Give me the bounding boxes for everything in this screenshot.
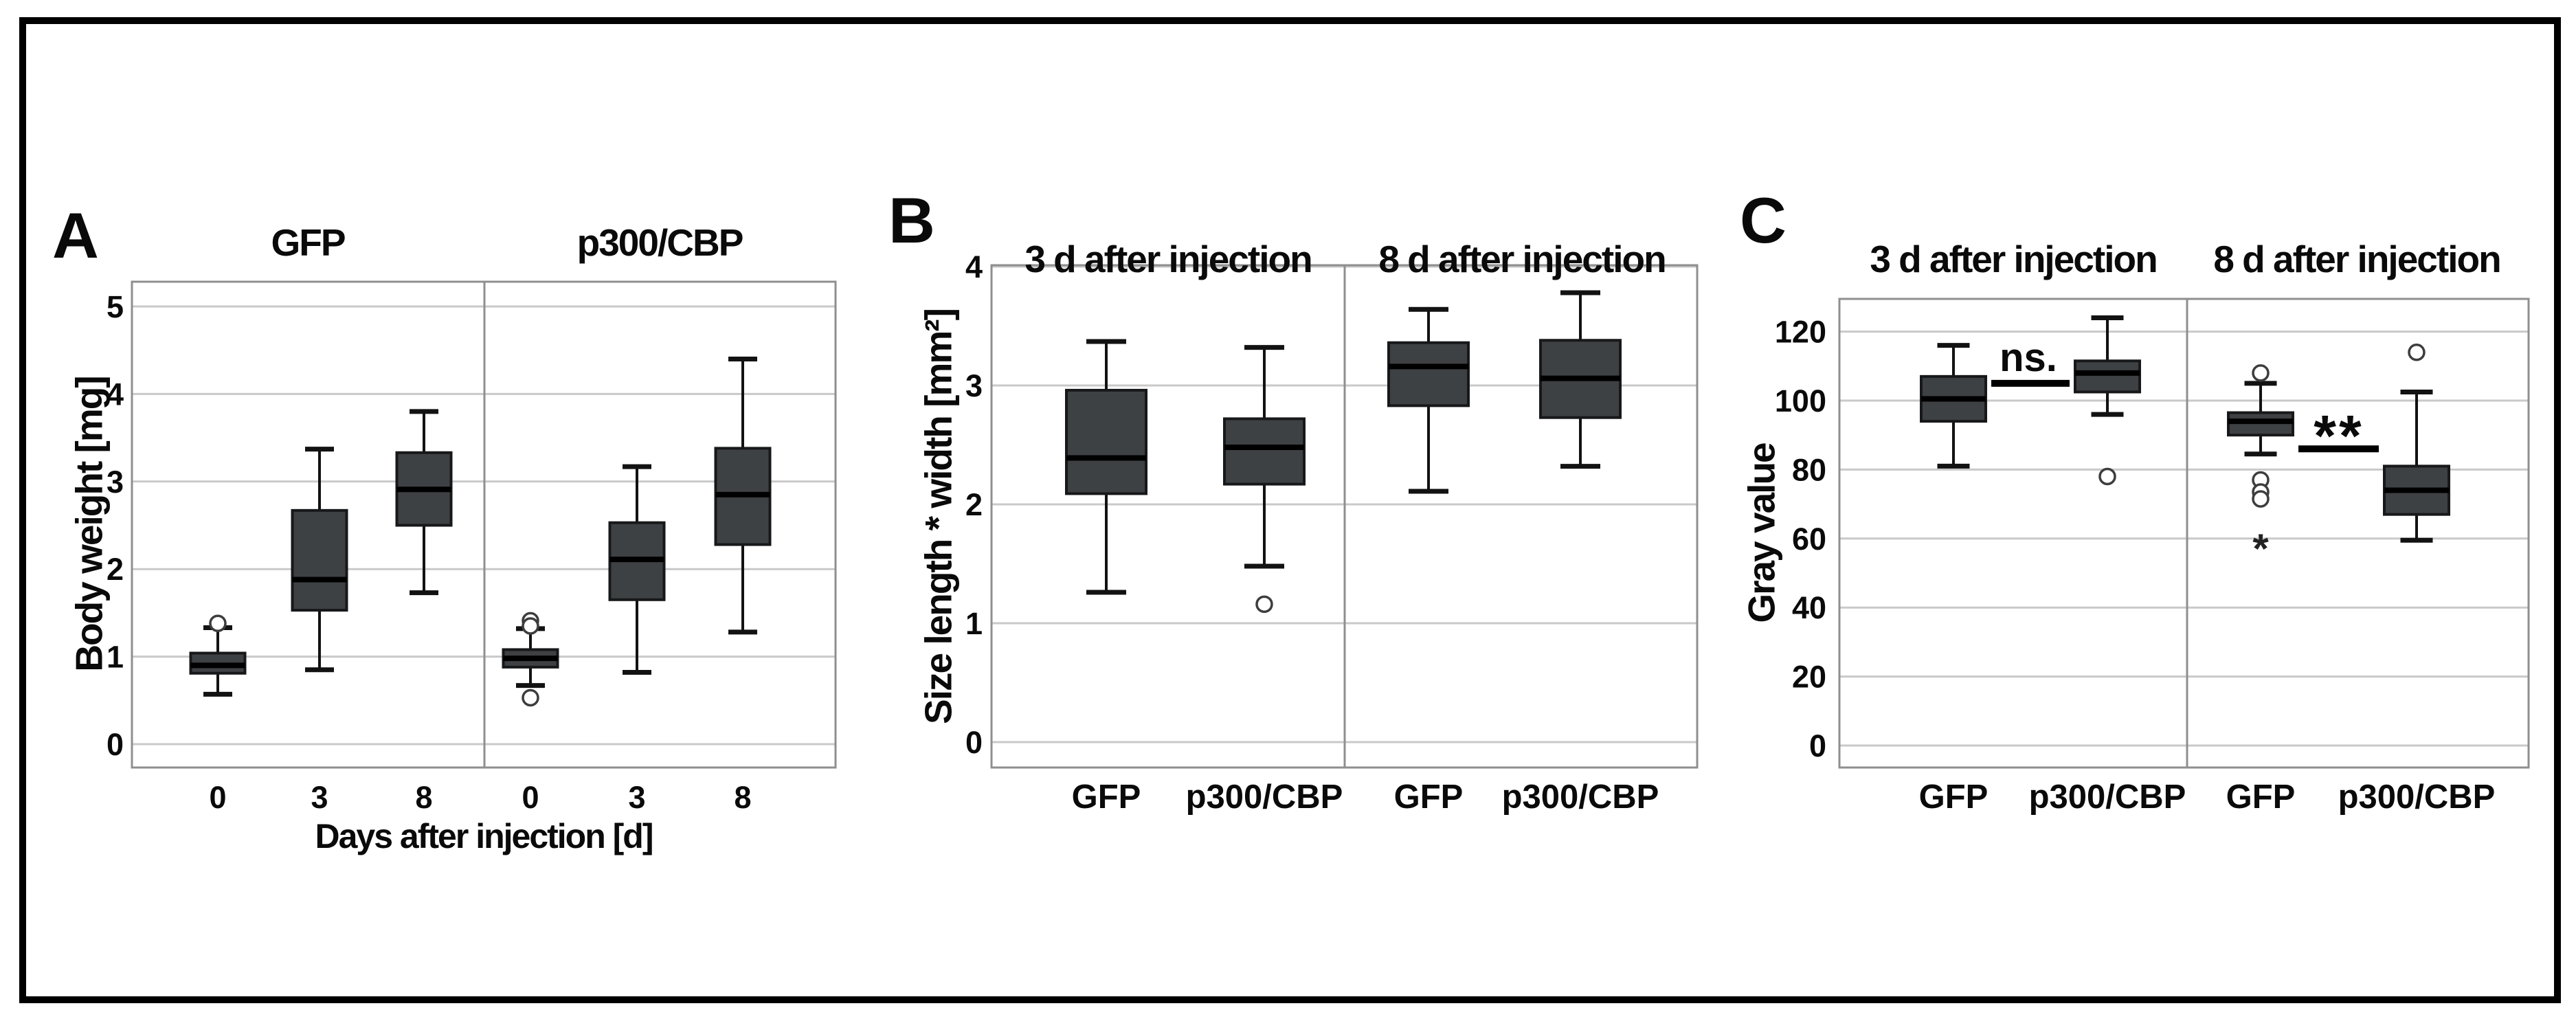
x-tick-label: p300/CBP xyxy=(1502,779,1659,816)
panel-a: 0 1 2 3 4 5 0 3 8 0 3 8 xyxy=(107,280,837,815)
y-tick-label: 20 xyxy=(1792,660,1826,695)
x-tick-label: GFP xyxy=(1072,779,1141,816)
y-tick-label: 0 xyxy=(107,727,124,762)
panel-c: 0 20 40 60 80 100 120 GFP p300/CBP * GFP p300/CBP xyxy=(1775,298,2530,816)
y-tick-label: 60 xyxy=(1792,522,1826,557)
y-tick-label: 120 xyxy=(1775,315,1826,350)
outlier-marker xyxy=(2252,364,2270,382)
panel-c-group-title-3d: 3 d after injection xyxy=(1870,238,2158,280)
extreme-outlier-marker: * xyxy=(2252,526,2269,572)
x-tick-label: 3 xyxy=(311,780,328,815)
x-tick-label: 3 xyxy=(628,780,645,815)
y-tick-label: 4 xyxy=(107,377,124,412)
x-tick-label: GFP xyxy=(1394,779,1464,816)
box xyxy=(2074,359,2141,394)
outlier-marker xyxy=(522,688,539,707)
y-tick-label: 2 xyxy=(965,487,983,522)
y-tick-label: 0 xyxy=(965,725,983,760)
outlier-marker xyxy=(522,617,539,635)
outlier-marker xyxy=(209,614,227,632)
figure-border xyxy=(19,17,2561,1003)
box xyxy=(1065,388,1147,495)
y-tick-label: 2 xyxy=(107,552,124,587)
axis-frame xyxy=(1838,298,2530,769)
y-tick-label: 1 xyxy=(965,606,983,641)
x-tick-label: GFP xyxy=(1919,779,1989,816)
x-tick-label: p300/CBP xyxy=(1186,779,1343,816)
x-tick-label: p300/CBP xyxy=(2338,779,2496,816)
y-tick-label: 40 xyxy=(1792,590,1826,625)
panel-a-group-title-gfp: GFP xyxy=(271,221,346,264)
box xyxy=(1223,417,1306,486)
y-tick-label: 100 xyxy=(1775,383,1826,418)
panel-a-label: A xyxy=(52,199,99,271)
outlier-marker xyxy=(2408,343,2426,361)
y-tick-label: 4 xyxy=(965,249,983,284)
y-tick-label: 3 xyxy=(107,464,124,500)
x-tick-label: 0 xyxy=(209,780,226,815)
y-tick-label: 1 xyxy=(107,640,124,675)
panel-b: 0 1 2 3 4 GFP p300/CBP GFP p300/CBP xyxy=(965,249,1699,816)
panel-a-x-axis-title: Days after injection [d] xyxy=(315,817,654,855)
x-tick-label: p300/CBP xyxy=(2029,779,2186,816)
panel-a-group-title-p300cbp: p300/CBP xyxy=(576,221,744,264)
x-tick-label: 0 xyxy=(522,780,539,815)
box xyxy=(291,508,348,612)
panel-b-label: B xyxy=(888,184,935,256)
panel-b-group-title-3d: 3 d after injection xyxy=(1024,238,1312,280)
panel-c-y-axis-title: Gray value xyxy=(1740,443,1783,623)
y-tick-label: 3 xyxy=(965,368,983,403)
outlier-marker xyxy=(1255,595,1273,614)
y-tick-label: 80 xyxy=(1792,452,1826,487)
panel-b-group-title-8d: 8 d after injection xyxy=(1378,238,1666,280)
box xyxy=(1387,341,1470,407)
panel-c-label: C xyxy=(1740,184,1787,256)
ns-significance-label: ns. xyxy=(2000,335,2057,380)
outlier-marker xyxy=(2252,490,2270,508)
double-asterisk-significance-label: ** xyxy=(2314,403,2364,468)
y-tick-label: 0 xyxy=(1809,728,1826,763)
panel-c-group-title-8d: 8 d after injection xyxy=(2213,238,2501,280)
x-tick-label: 8 xyxy=(415,780,432,815)
panel-a-y-axis-title: Body weight [mg] xyxy=(67,377,111,672)
outlier-marker xyxy=(2098,467,2116,486)
x-tick-label: 8 xyxy=(734,780,751,815)
y-tick-label: 5 xyxy=(107,289,124,324)
x-tick-label: GFP xyxy=(2226,779,2296,816)
panel-b-y-axis-title: Size length * width [mm²] xyxy=(917,309,960,724)
